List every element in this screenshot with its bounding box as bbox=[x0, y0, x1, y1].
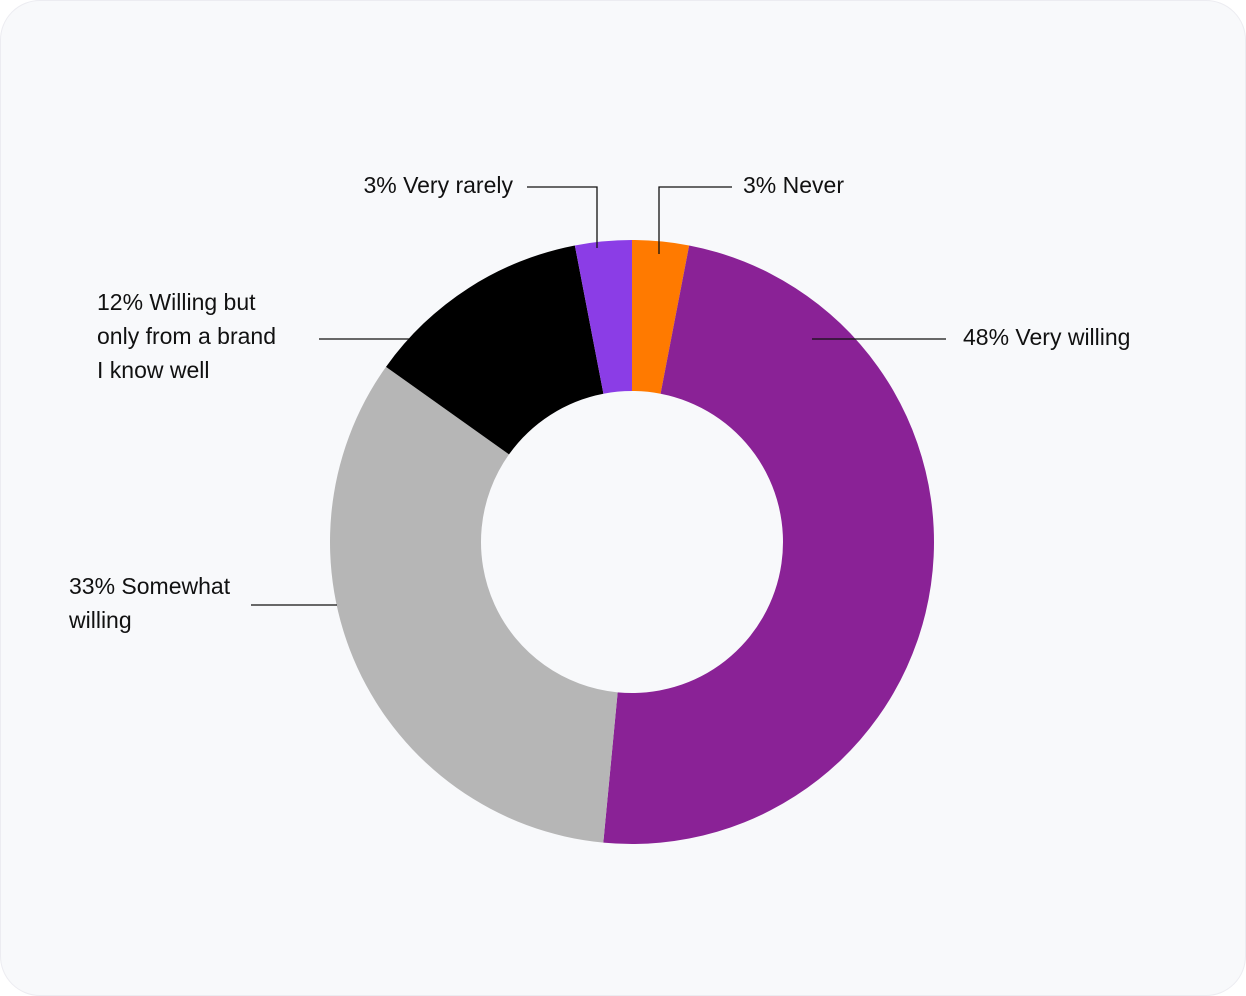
slice-somewhat-willing bbox=[329, 366, 618, 843]
leader-lines-group bbox=[251, 186, 946, 606]
slice-label-somewhat-willing: 33% Somewhat willing bbox=[68, 573, 231, 633]
labels-group: 3% Never 48% Very willing 33% Somewhat will… bbox=[68, 172, 1130, 633]
slices-group bbox=[329, 240, 934, 845]
slice-willing-but-only-from-a-brand-i-know-well bbox=[385, 245, 604, 455]
slice-very-rarely bbox=[574, 240, 632, 394]
slice-label-willing-but-only-from-a-brand-i-know-well: 12% Willing but only from a brand I know w… bbox=[97, 289, 276, 383]
slice-very-willing bbox=[603, 245, 934, 845]
leader-line-very-rarely bbox=[527, 186, 598, 248]
slice-never bbox=[632, 240, 690, 394]
slice-label-never: 3% Never bbox=[743, 172, 844, 198]
leader-line-never bbox=[658, 186, 732, 254]
slice-label-very-rarely: 3% Very rarely bbox=[363, 172, 513, 198]
slice-label-very-willing: 48% Very willing bbox=[963, 324, 1130, 350]
